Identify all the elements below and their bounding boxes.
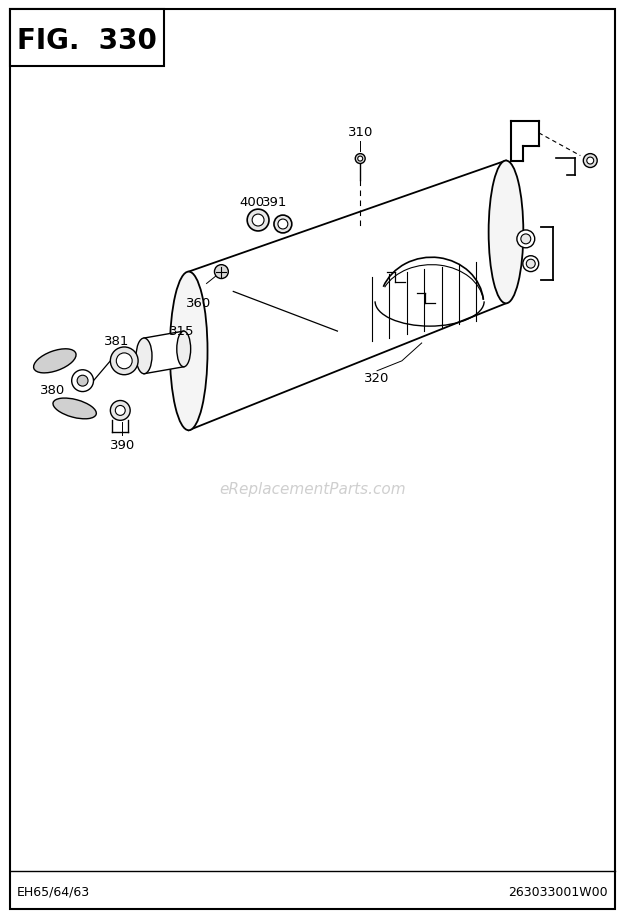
Ellipse shape: [170, 272, 208, 431]
Text: 263033001W00: 263033001W00: [508, 886, 608, 899]
Ellipse shape: [252, 214, 264, 226]
Ellipse shape: [489, 161, 523, 303]
Ellipse shape: [526, 259, 535, 268]
Ellipse shape: [33, 349, 76, 373]
Text: 320: 320: [365, 372, 390, 386]
Ellipse shape: [358, 156, 363, 161]
Text: 391: 391: [262, 196, 288, 208]
Ellipse shape: [110, 347, 138, 375]
Ellipse shape: [110, 400, 130, 420]
Ellipse shape: [72, 370, 94, 392]
Ellipse shape: [247, 209, 269, 231]
Ellipse shape: [523, 256, 539, 272]
Text: 390: 390: [110, 439, 135, 452]
Polygon shape: [188, 161, 506, 431]
Text: 380: 380: [40, 384, 66, 397]
Text: 400: 400: [239, 196, 265, 208]
Ellipse shape: [587, 157, 594, 164]
Polygon shape: [144, 331, 184, 374]
Ellipse shape: [115, 406, 125, 415]
Ellipse shape: [274, 215, 292, 233]
Ellipse shape: [77, 375, 88, 386]
Ellipse shape: [278, 219, 288, 229]
Text: 360: 360: [186, 297, 211, 310]
Text: 381: 381: [104, 334, 129, 348]
Ellipse shape: [117, 353, 132, 369]
Text: EH65/64/63: EH65/64/63: [17, 886, 91, 899]
Ellipse shape: [583, 153, 597, 167]
Ellipse shape: [177, 331, 191, 367]
Ellipse shape: [521, 234, 531, 244]
Ellipse shape: [355, 153, 365, 163]
Text: FIG.  330: FIG. 330: [17, 27, 156, 54]
Ellipse shape: [53, 398, 96, 419]
Ellipse shape: [136, 338, 152, 374]
Text: 310: 310: [348, 127, 373, 140]
Bar: [10, 9, 164, 66]
Text: eReplacementParts.com: eReplacementParts.com: [219, 482, 406, 498]
Text: 315: 315: [169, 325, 195, 338]
Ellipse shape: [517, 230, 534, 248]
Ellipse shape: [215, 264, 228, 278]
